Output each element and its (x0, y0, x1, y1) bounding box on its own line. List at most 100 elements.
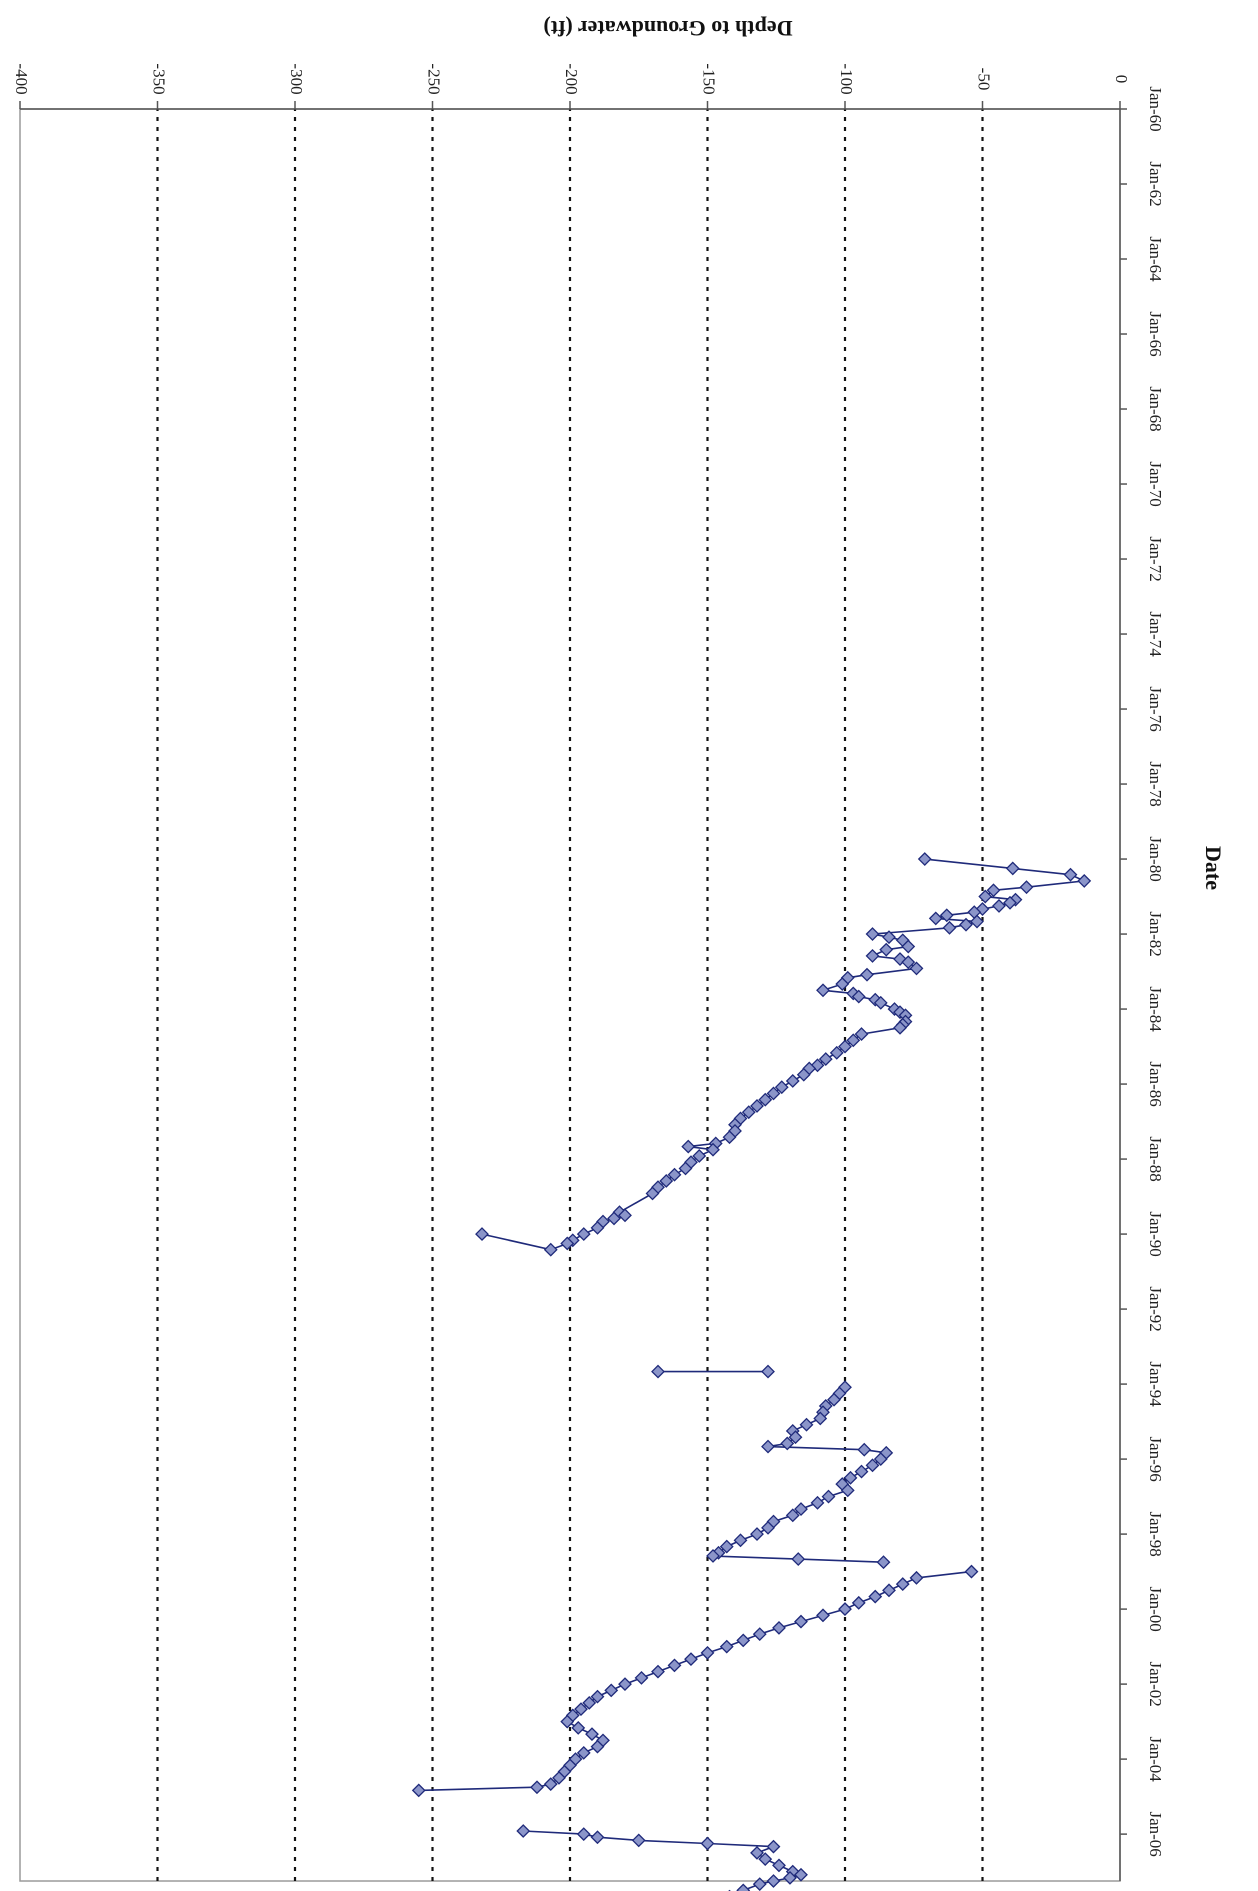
data-point-marker (590, 1739, 605, 1754)
rotated-chart-content: 0-50-100-150-200-250-300-350-400 Jan-60J… (12, 16, 1226, 1891)
data-point-marker (607, 1211, 621, 1226)
x-tick-label: Jan-80 (1146, 836, 1165, 881)
data-point-marker (1005, 861, 1020, 876)
x-tick-label: Jan-92 (1146, 1286, 1165, 1331)
data-point-marker (590, 1220, 605, 1235)
y-tick-label: -50 (975, 68, 994, 91)
data-point-marker (794, 1614, 808, 1629)
data-point-marker (700, 1645, 715, 1660)
y-tick-label: 0 (1112, 75, 1131, 84)
data-point-marker (618, 1208, 632, 1223)
data-point-marker (571, 1720, 586, 1735)
data-point-marker (645, 1186, 660, 1201)
data-point-marker (651, 1364, 665, 1379)
data-point-marker (411, 1783, 426, 1798)
x-tick-label: Jan-04 (1146, 1736, 1165, 1782)
data-point-marker (865, 949, 880, 963)
series-line (523, 1830, 804, 1891)
data-point-marker (854, 1027, 869, 1041)
data-point-marker (942, 920, 957, 935)
data-point-marker (560, 1714, 575, 1729)
data-point-marker (758, 1092, 773, 1107)
data-point-marker (873, 1452, 888, 1467)
data-point-marker (909, 961, 924, 976)
data-point-marker (860, 967, 874, 982)
data-point-marker (865, 1458, 880, 1473)
data-point-marker (761, 1364, 775, 1379)
data-point-marker (796, 1067, 811, 1082)
data-point-marker (959, 917, 973, 932)
data-point-marker (719, 1539, 734, 1554)
data-point-marker (865, 927, 880, 941)
data-point-marker (873, 995, 888, 1010)
data-point-marker (813, 1411, 828, 1426)
x-tick-label: Jan-94 (1146, 1361, 1165, 1407)
data-point-marker (785, 1074, 800, 1088)
data-point-marker (590, 1830, 605, 1845)
data-point-marker (631, 1833, 646, 1848)
data-point-marker (590, 1689, 605, 1704)
y-tick-label: -100 (837, 63, 856, 94)
y-tick-label: -400 (12, 63, 31, 94)
data-point-marker (785, 1508, 800, 1523)
plot-area-border (19, 108, 1121, 1882)
x-axis: Jan-60 Jan-62 Jan-64 Jan-66 Jan-68 Jan-70 Jan-… (1119, 86, 1165, 1881)
data-point-marker (978, 889, 993, 904)
y-tick-label: -150 (700, 63, 719, 94)
data-point-marker (816, 1608, 830, 1623)
x-tick-label: Jan-74 (1146, 611, 1165, 657)
data-point-marker (928, 911, 943, 926)
data-point-marker (917, 852, 932, 866)
data-point-marker (780, 1436, 795, 1451)
x-tick-label: Jan-90 (1146, 1211, 1165, 1256)
x-tick-label: Jan-72 (1146, 536, 1165, 581)
data-point-marker (530, 1780, 544, 1795)
data-point-marker (838, 1039, 852, 1054)
data-point-marker (560, 1236, 575, 1251)
data-point-marker (736, 1883, 751, 1891)
data-point-marker (840, 1483, 855, 1498)
x-tick-label: Jan-02 (1146, 1661, 1165, 1706)
data-point-marker (1003, 895, 1017, 910)
x-axis-title: Date (1201, 846, 1226, 890)
data-point-marker (667, 1658, 682, 1673)
data-point-marker (882, 1583, 896, 1598)
y-axis: 0 -50 -100 -150 -200 -250 -300 -350 -400 (12, 63, 1131, 110)
data-point-marker (722, 1130, 737, 1145)
data-point-marker (794, 1502, 808, 1517)
data-point-marker (851, 1595, 866, 1610)
data-point-marker (585, 1727, 599, 1742)
data-point-marker (783, 1870, 797, 1885)
data-point-marker (667, 1167, 682, 1182)
data-point-marker (574, 1702, 588, 1717)
x-tick-label: Jan-84 (1146, 986, 1165, 1032)
data-point-marker (835, 977, 850, 991)
data-point-marker (719, 1639, 734, 1654)
data-point-marker (939, 908, 954, 923)
x-tick-label: Jan-98 (1146, 1511, 1165, 1556)
data-point-marker (876, 1555, 891, 1570)
data-point-marker (741, 1105, 756, 1120)
data-point-marker (692, 1149, 707, 1163)
x-tick-label: Jan-06 (1146, 1811, 1165, 1856)
data-point-marker (893, 1020, 907, 1035)
data-point-marker (766, 1086, 781, 1101)
data-point-marker (827, 1392, 841, 1407)
data-point-marker (706, 1549, 720, 1563)
data-point-marker (816, 983, 830, 998)
data-point-marker (700, 1836, 715, 1851)
y-axis-title: Depth to Groundwater (ft) (543, 16, 792, 41)
data-point-marker (843, 1470, 858, 1485)
data-point-marker (576, 1827, 591, 1842)
series-line (481, 858, 1088, 1251)
data-point-marker (752, 1877, 767, 1891)
data-point-marker (651, 1664, 665, 1679)
data-point-marker (774, 1080, 789, 1095)
data-point-marker (543, 1777, 558, 1792)
x-tick-label: Jan-68 (1146, 386, 1165, 431)
data-point-marker (761, 1520, 775, 1535)
y-tick-label: -350 (150, 63, 169, 94)
x-tick-label: Jan-82 (1146, 911, 1165, 956)
x-tick-label: Jan-70 (1146, 461, 1165, 506)
data-point-marker (752, 1627, 767, 1642)
